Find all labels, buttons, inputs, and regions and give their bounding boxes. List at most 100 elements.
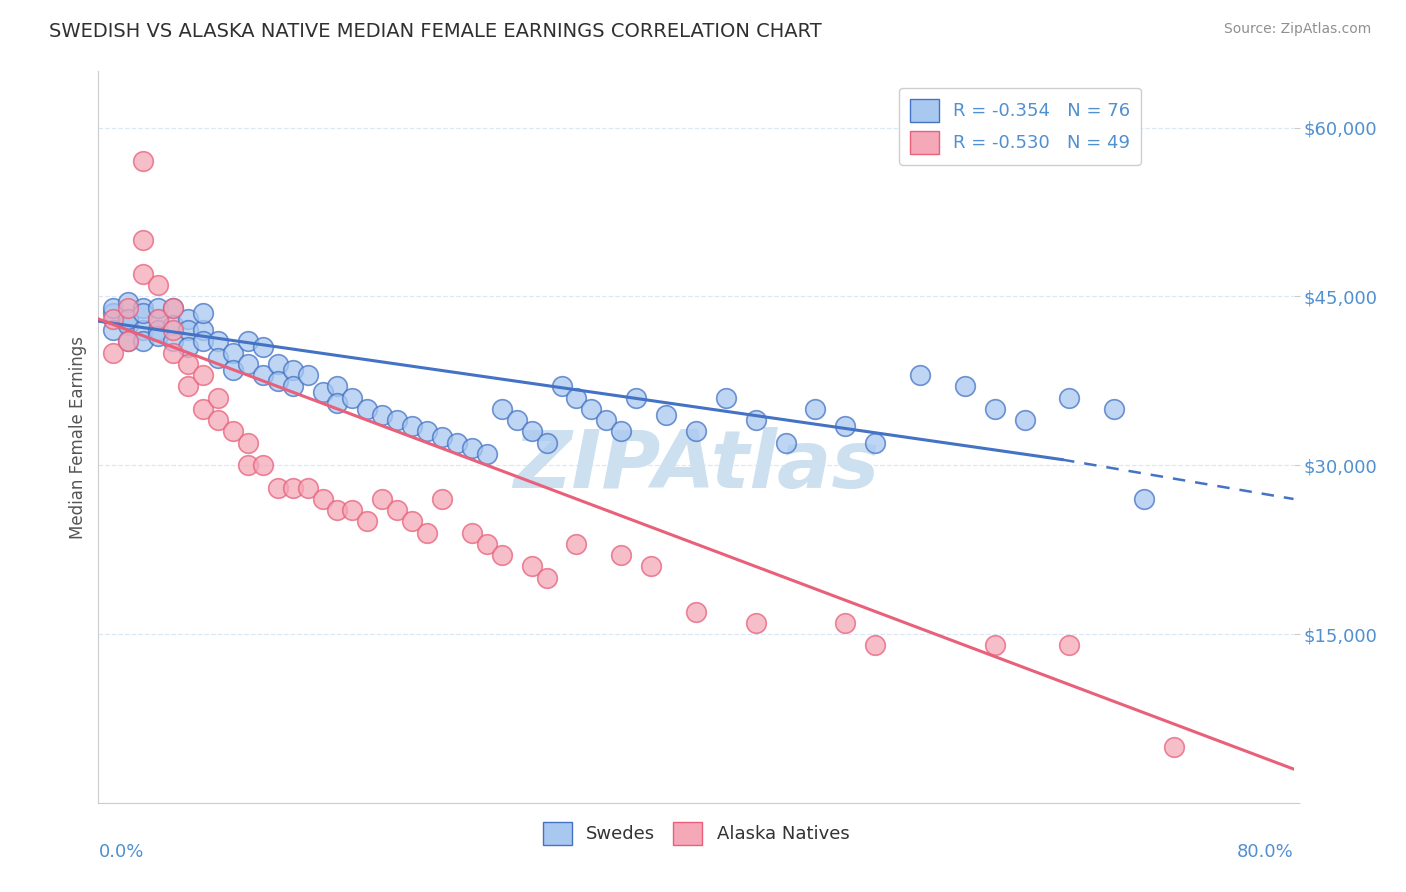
Point <box>1104 401 1126 416</box>
Point <box>610 425 633 439</box>
Point <box>430 491 453 506</box>
Point <box>117 318 139 332</box>
Point <box>207 391 229 405</box>
Point <box>685 425 707 439</box>
Point <box>714 391 737 405</box>
Point <box>132 233 155 247</box>
Point <box>775 435 797 450</box>
Point <box>252 368 274 383</box>
Point <box>565 537 588 551</box>
Point <box>475 447 498 461</box>
Legend: Swedes, Alaska Natives: Swedes, Alaska Natives <box>536 814 856 852</box>
Point <box>132 323 155 337</box>
Point <box>162 301 184 315</box>
Point <box>430 430 453 444</box>
Point <box>117 312 139 326</box>
Point <box>236 357 259 371</box>
Point <box>132 301 155 315</box>
Point <box>1059 391 1081 405</box>
Point <box>103 345 125 359</box>
Point <box>148 312 170 326</box>
Point <box>117 301 139 315</box>
Point <box>281 379 304 393</box>
Point <box>103 312 125 326</box>
Point <box>191 323 214 337</box>
Point <box>103 323 125 337</box>
Point <box>207 413 229 427</box>
Point <box>177 323 200 337</box>
Point <box>834 418 856 433</box>
Point <box>132 154 155 169</box>
Point <box>655 408 678 422</box>
Point <box>565 391 588 405</box>
Point <box>685 605 707 619</box>
Point <box>297 481 319 495</box>
Point <box>401 515 423 529</box>
Point <box>267 374 290 388</box>
Point <box>326 503 349 517</box>
Point <box>236 435 259 450</box>
Text: ZIPAtlas: ZIPAtlas <box>513 427 879 506</box>
Point <box>148 328 170 343</box>
Point <box>326 379 349 393</box>
Point <box>162 334 184 349</box>
Point <box>865 638 887 652</box>
Point <box>103 306 125 320</box>
Point <box>148 323 170 337</box>
Point <box>1163 739 1185 754</box>
Point <box>117 295 139 310</box>
Point <box>191 334 214 349</box>
Point <box>117 334 139 349</box>
Point <box>162 318 184 332</box>
Point <box>267 481 290 495</box>
Point <box>222 345 245 359</box>
Point <box>461 525 484 540</box>
Point <box>191 368 214 383</box>
Point <box>342 503 364 517</box>
Point <box>311 385 333 400</box>
Point <box>371 408 394 422</box>
Point <box>385 413 409 427</box>
Point <box>581 401 603 416</box>
Point <box>804 401 827 416</box>
Point <box>162 323 184 337</box>
Point <box>236 458 259 473</box>
Text: SWEDISH VS ALASKA NATIVE MEDIAN FEMALE EARNINGS CORRELATION CHART: SWEDISH VS ALASKA NATIVE MEDIAN FEMALE E… <box>49 22 823 41</box>
Point <box>446 435 468 450</box>
Point <box>222 362 245 376</box>
Point <box>267 357 290 371</box>
Point <box>475 537 498 551</box>
Point <box>401 418 423 433</box>
Point <box>207 334 229 349</box>
Point <box>640 559 662 574</box>
Point <box>177 312 200 326</box>
Point <box>191 306 214 320</box>
Point <box>461 442 484 456</box>
Point <box>252 458 274 473</box>
Point <box>252 340 274 354</box>
Point <box>356 515 378 529</box>
Point <box>416 525 439 540</box>
Point <box>132 267 155 281</box>
Point <box>177 357 200 371</box>
Point <box>311 491 333 506</box>
Point <box>908 368 931 383</box>
Point <box>132 306 155 320</box>
Point <box>506 413 529 427</box>
Point <box>117 312 139 326</box>
Text: 0.0%: 0.0% <box>98 843 143 861</box>
Point <box>865 435 887 450</box>
Point <box>984 638 1007 652</box>
Point <box>520 559 543 574</box>
Point <box>595 413 617 427</box>
Point <box>520 425 543 439</box>
Point <box>297 368 319 383</box>
Point <box>491 401 513 416</box>
Point <box>834 615 856 630</box>
Point <box>745 615 768 630</box>
Point <box>191 401 214 416</box>
Point <box>281 362 304 376</box>
Text: 80.0%: 80.0% <box>1237 843 1294 861</box>
Point <box>371 491 394 506</box>
Point <box>1014 413 1036 427</box>
